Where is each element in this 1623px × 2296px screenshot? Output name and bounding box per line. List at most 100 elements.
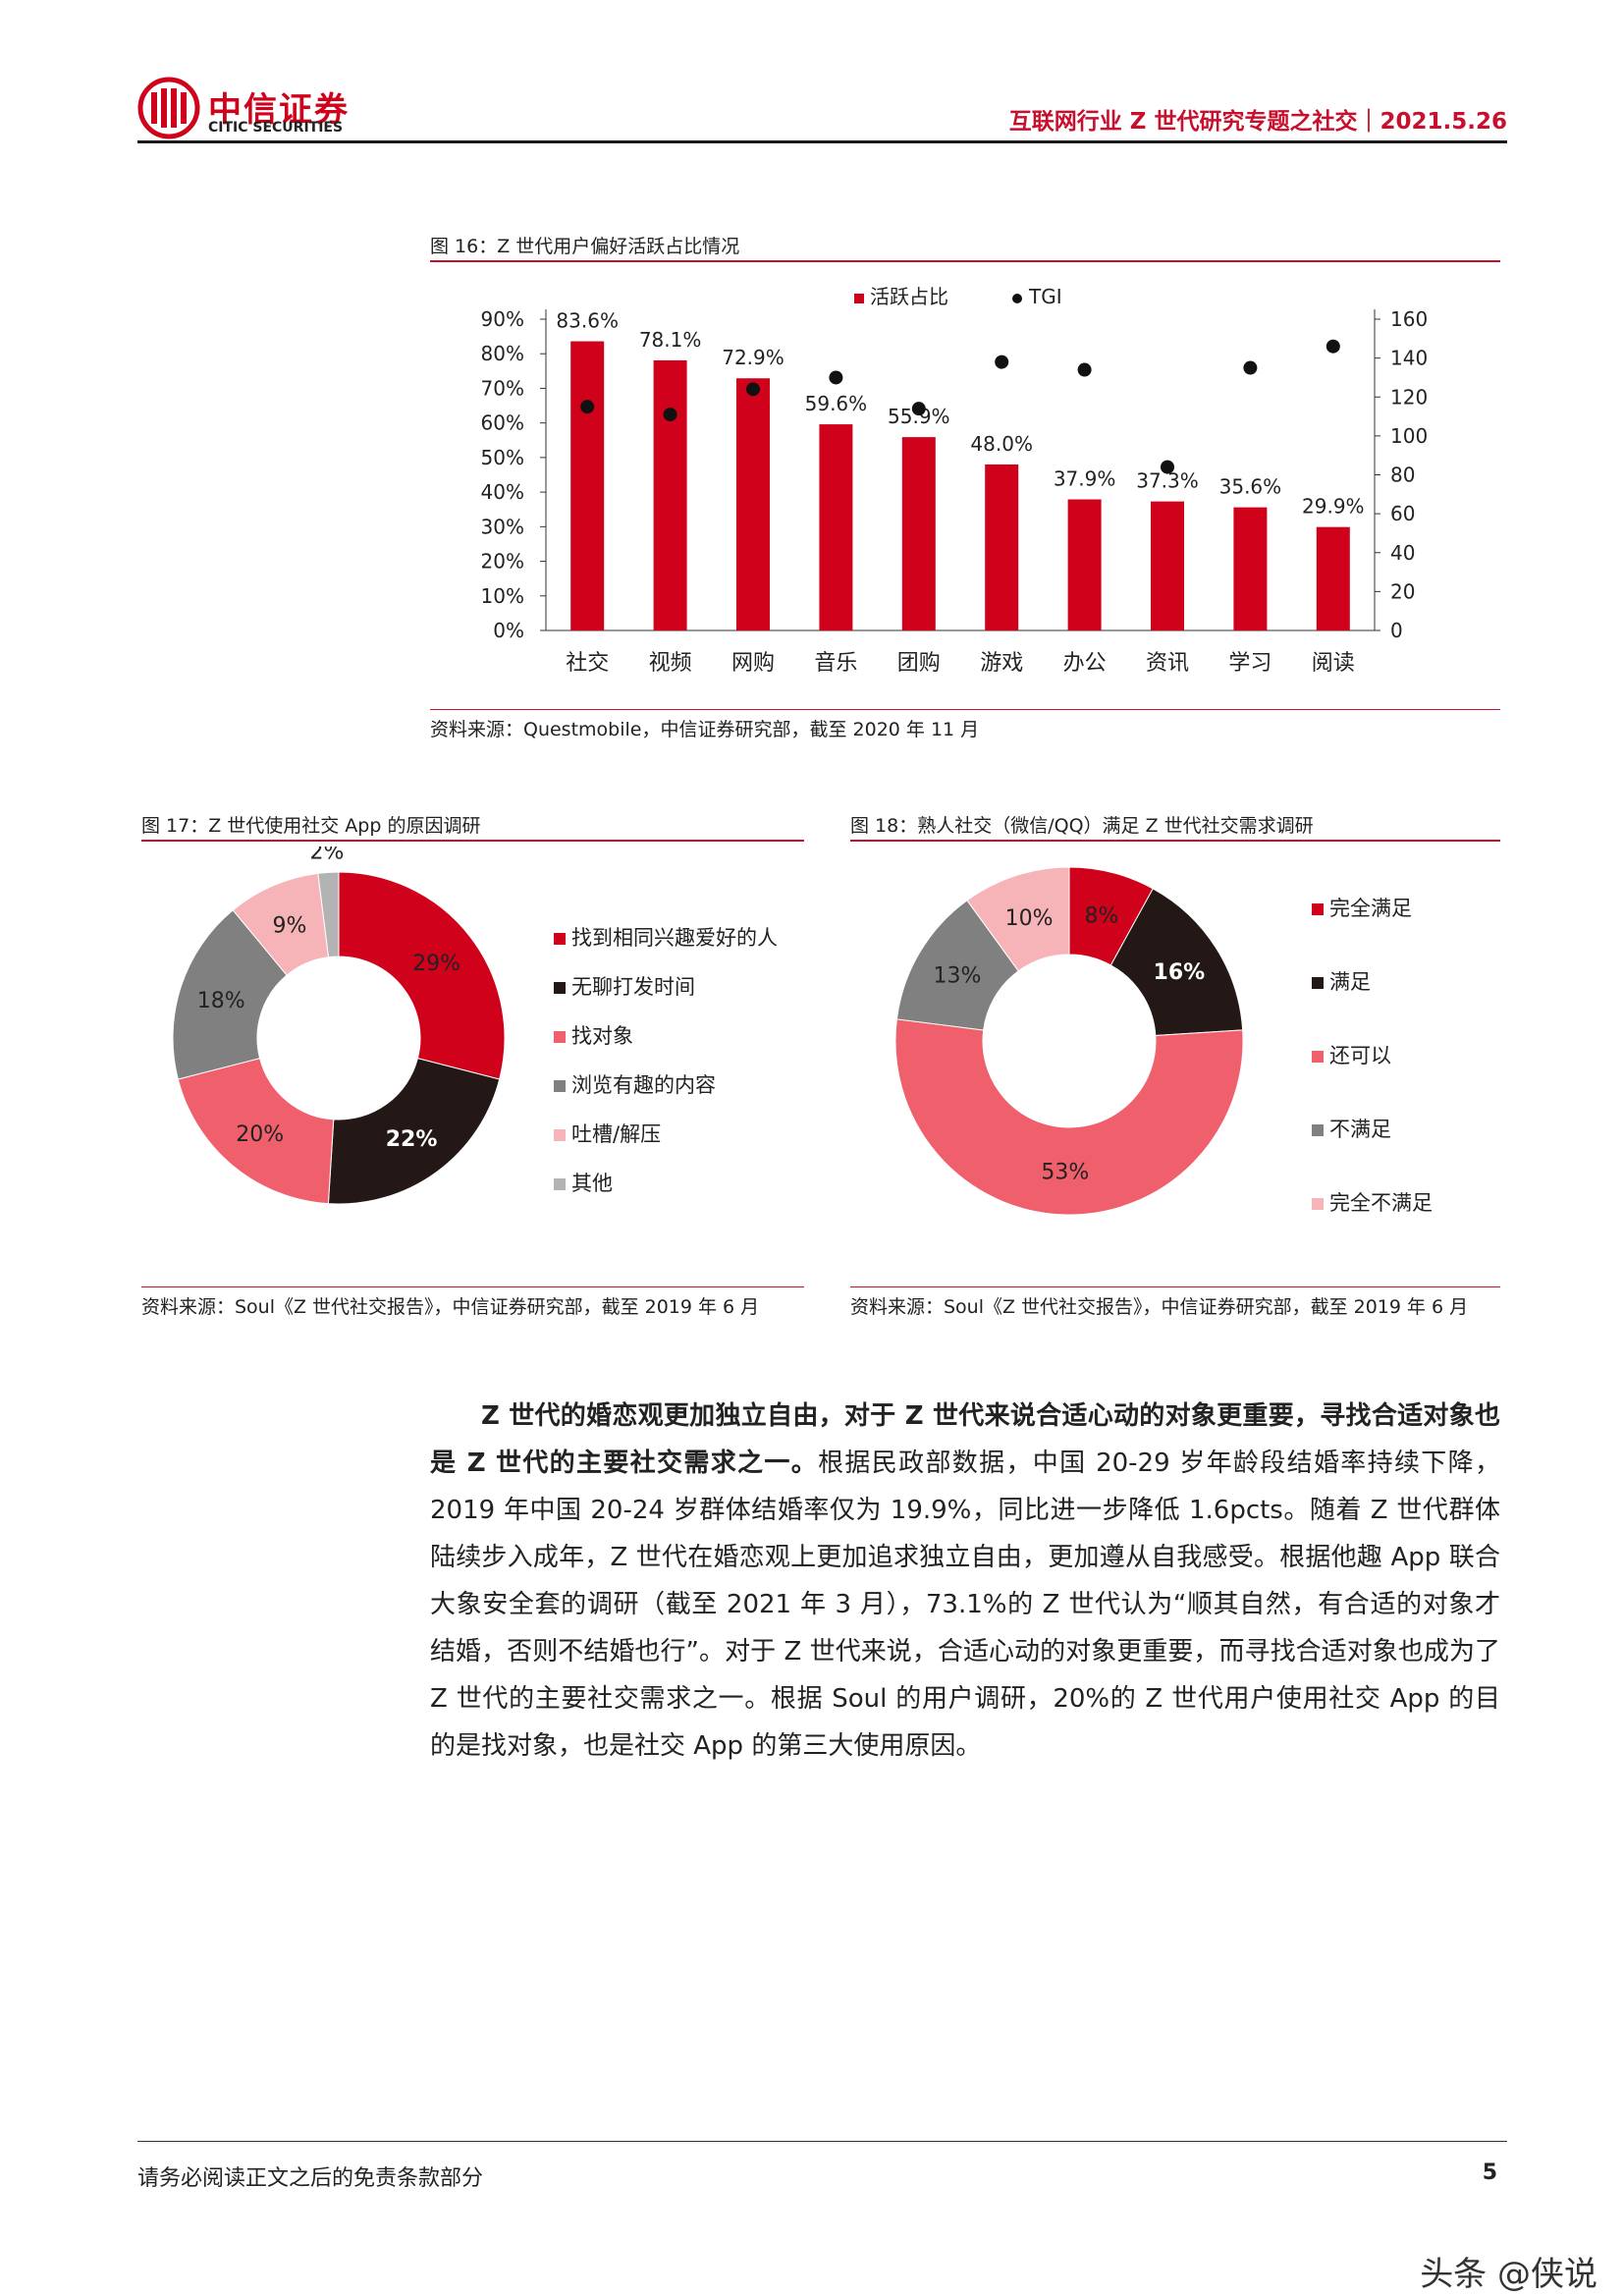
- report-title: 互联网行业 Z 世代研究专题之社交｜2021.5.26: [1008, 109, 1507, 135]
- bar-value-label: 37.9%: [1054, 467, 1116, 491]
- x-tick-label: 资讯: [1146, 651, 1189, 676]
- tgi-point: [1161, 460, 1174, 474]
- donut-slice: [1109, 888, 1244, 1037]
- tgi-point: [1077, 362, 1092, 377]
- legend-label: 满足: [1329, 970, 1371, 994]
- legend-label: 还可以: [1329, 1044, 1391, 1067]
- legend-bar-swatch: [854, 294, 864, 303]
- x-tick-label: 视频: [649, 651, 692, 676]
- donut-slice: [338, 871, 506, 1080]
- footer-divider: [137, 2141, 1507, 2142]
- bar-value-label: 59.6%: [805, 392, 868, 415]
- bar: [985, 464, 1019, 630]
- legend-swatch: [1312, 1198, 1324, 1210]
- legend-swatch: [1312, 1124, 1324, 1136]
- donut-slice: [894, 1018, 1244, 1216]
- fig16-source-rule: [430, 709, 1500, 710]
- fig18-caption-rule: [850, 840, 1500, 842]
- x-tick-label: 学习: [1228, 651, 1271, 676]
- tgi-point: [1243, 360, 1258, 375]
- body-paragraph: Z 世代的婚恋观更加独立自由，对于 Z 世代来说合适心动的对象更重要，寻找合适对…: [430, 1393, 1500, 1770]
- slice-value-label: 29%: [412, 952, 460, 976]
- legend-label: 其他: [571, 1172, 613, 1195]
- fig16-source: 资料来源：Questmobile，中信证券研究部，截至 2020 年 11 月: [430, 719, 980, 740]
- watermark: 头条 @侠说: [1420, 2255, 1597, 2294]
- disclaimer-note: 请务必阅读正文之后的免责条款部分: [137, 2166, 484, 2191]
- bar-value-label: 83.6%: [556, 309, 619, 333]
- bar: [653, 359, 687, 630]
- y-right-tick-label: 60: [1390, 502, 1415, 525]
- y-right-tick-label: 100: [1390, 424, 1428, 448]
- tgi-point: [663, 408, 677, 422]
- fig18-caption: 图 18：熟人社交（微信/QQ）满足 Z 世代社交需求调研: [850, 815, 1314, 837]
- y-right-tick-label: 80: [1390, 464, 1415, 487]
- y-left-tick-label: 20%: [481, 550, 524, 574]
- y-left-tick-label: 50%: [481, 446, 524, 469]
- tgi-point: [829, 370, 843, 385]
- bar-value-label: 72.9%: [722, 346, 784, 369]
- bar: [819, 424, 853, 630]
- legend-swatch: [554, 1129, 566, 1141]
- y-right-tick-label: 20: [1390, 579, 1415, 603]
- y-right-tick-label: 0: [1390, 619, 1403, 642]
- y-left-tick-label: 30%: [481, 515, 524, 538]
- donut-slice: [966, 866, 1070, 972]
- fig16-caption: 图 16：Z 世代用户偏好活跃占比情况: [430, 236, 740, 257]
- bar: [570, 341, 605, 630]
- logo-text-en: CITIC SECURITIES: [208, 120, 344, 136]
- x-tick-label: 网购: [731, 651, 775, 676]
- fig17-donut-chart: 29% 22% 20% 18% 9% 2% 找到相同兴趣爱好的人无聊打发时间找对象浏览有趣的…: [172, 847, 778, 1205]
- fig17-source: 资料来源：Soul《Z 世代社交报告》，中信证券研究部，截至 2019 年 6 …: [141, 1296, 760, 1318]
- legend-swatch: [1312, 1051, 1324, 1063]
- slice-value-label: 18%: [197, 989, 245, 1013]
- legend-swatch: [554, 1080, 566, 1092]
- legend-label: 浏览有趣的内容: [571, 1073, 716, 1097]
- legend-swatch: [554, 1031, 566, 1043]
- x-tick-label: 音乐: [814, 651, 857, 676]
- legend-swatch: [554, 982, 566, 994]
- slice-value-label: 22%: [386, 1127, 438, 1152]
- y-left-tick-label: 40%: [481, 480, 524, 504]
- donut-slice: [317, 871, 340, 958]
- x-tick-label: 团购: [897, 651, 941, 676]
- bar: [901, 437, 936, 630]
- legend-swatch: [554, 1178, 566, 1190]
- legend-label: 无聊打发时间: [571, 975, 695, 999]
- y-left-tick-label: 70%: [481, 376, 524, 400]
- bar: [736, 378, 770, 630]
- y-left-tick-label: 0%: [493, 619, 524, 642]
- legend-swatch: [1312, 977, 1324, 989]
- y-left-tick-label: 60%: [481, 411, 524, 435]
- fig17-source-rule: [141, 1286, 804, 1287]
- legend-swatch: [554, 933, 566, 945]
- bar: [1233, 507, 1268, 630]
- header-divider: [137, 140, 1507, 143]
- tgi-point: [746, 382, 760, 397]
- legend-tgi-label: TGI: [1028, 285, 1062, 308]
- logo-text-cn: 中信证券: [208, 90, 350, 130]
- body-bold-lead: Z 世代的婚恋观更加独立自由，对于 Z 世代来说合适心动的对象更重要，寻找合适对…: [430, 1401, 1500, 1478]
- legend-label: 不满足: [1329, 1118, 1391, 1141]
- y-left-tick-label: 80%: [481, 342, 524, 365]
- page-number: 5: [1482, 2160, 1497, 2185]
- x-tick-label: 社交: [566, 651, 609, 676]
- slice-value-label: 53%: [1041, 1160, 1089, 1184]
- company-logo: [137, 77, 200, 139]
- citic-logo-icon: [137, 77, 200, 139]
- bar-value-label: 29.9%: [1302, 495, 1365, 519]
- y-left-tick-label: 90%: [481, 307, 524, 331]
- slice-value-label: 8%: [1084, 904, 1118, 929]
- legend-bar-label: 活跃占比: [870, 285, 948, 308]
- slice-value-label: 13%: [933, 964, 981, 989]
- body-text: 根据民政部数据，中国 20-29 岁年龄段结婚率持续下降，2019 年中国 20…: [430, 1449, 1500, 1761]
- slice-value-label: 20%: [236, 1122, 284, 1147]
- legend-swatch: [1312, 903, 1324, 915]
- fig18-source-rule: [850, 1286, 1500, 1287]
- slice-value-label: 2%: [310, 847, 345, 864]
- legend-label: 完全满足: [1329, 897, 1412, 920]
- donut-slice: [327, 1058, 501, 1205]
- slice-value-label: 16%: [1154, 960, 1206, 985]
- fig16-bar-chart: 活跃占比 TGI 90% 80% 70% 60% 50% 40% 30% 20% 10% 0% 160 1…: [481, 285, 1429, 676]
- fig18-source: 资料来源：Soul《Z 世代社交报告》，中信证券研究部，截至 2019 年 6 …: [850, 1296, 1469, 1318]
